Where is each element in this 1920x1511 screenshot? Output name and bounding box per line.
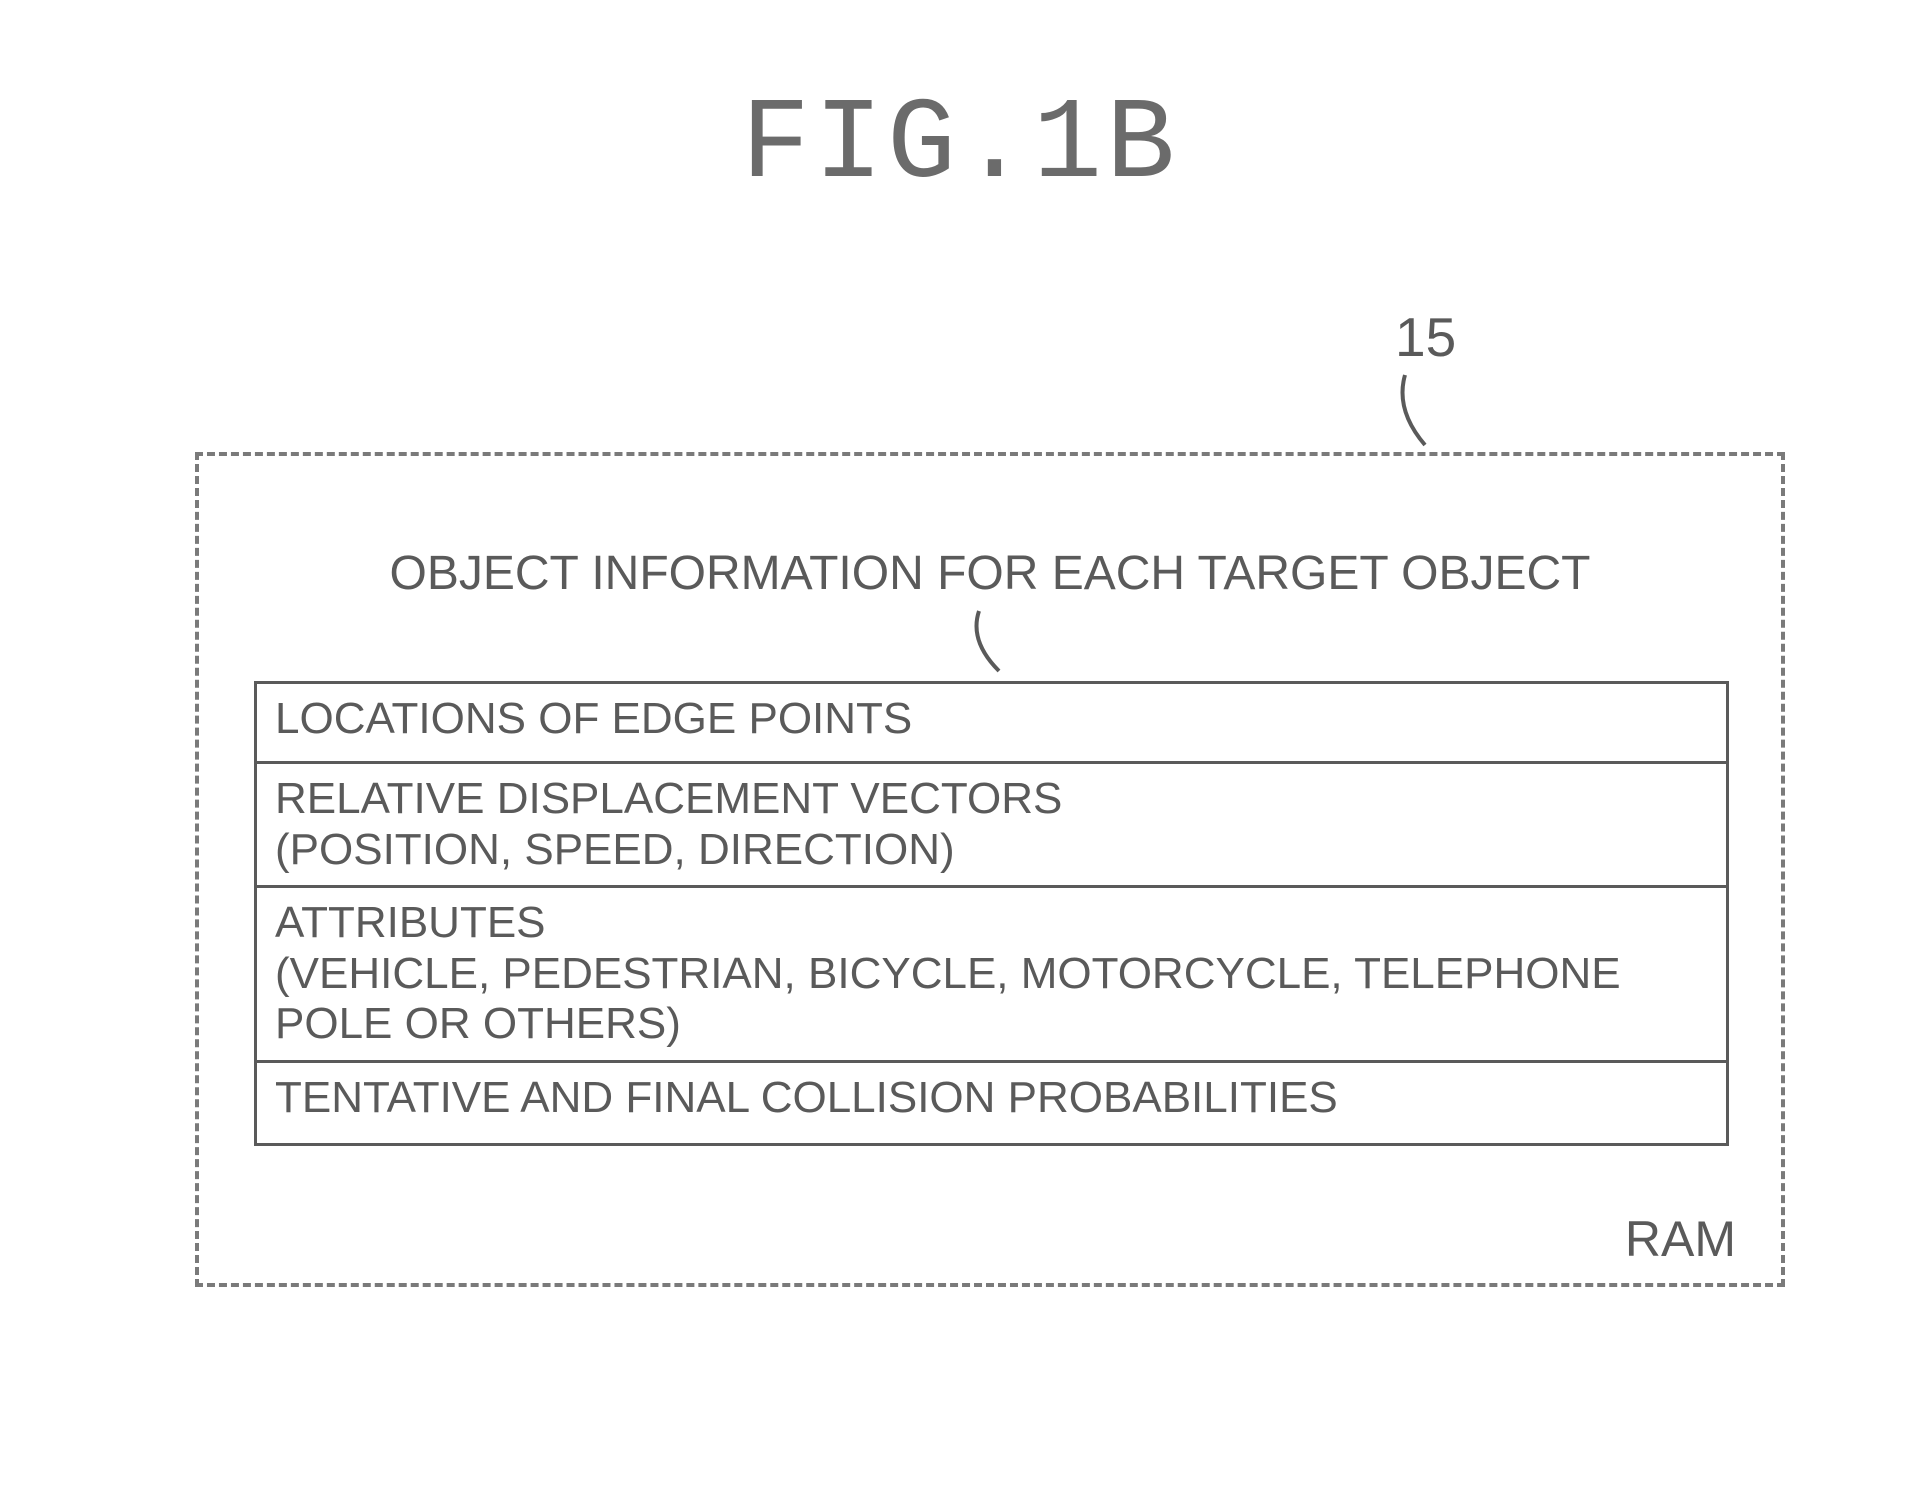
reference-leader-curve	[1395, 370, 1455, 450]
table-row: ATTRIBUTES(VEHICLE, PEDESTRIAN, BICYCLE,…	[257, 888, 1726, 1063]
table-row: RELATIVE DISPLACEMENT VECTORS(POSITION, …	[257, 764, 1726, 888]
ram-box: OBJECT INFORMATION FOR EACH TARGET OBJEC…	[195, 452, 1785, 1287]
table-row: LOCATIONS OF EDGE POINTS	[257, 684, 1726, 764]
object-info-caption: OBJECT INFORMATION FOR EACH TARGET OBJEC…	[199, 546, 1781, 601]
table-row: TENTATIVE AND FINAL COLLISION PROBABILIT…	[257, 1063, 1726, 1143]
ram-label: RAM	[1625, 1210, 1736, 1268]
figure-title: FIG.1B	[0, 80, 1920, 211]
caption-leader-curve	[969, 606, 1029, 676]
object-info-table: LOCATIONS OF EDGE POINTS RELATIVE DISPLA…	[254, 681, 1729, 1146]
reference-number-15: 15	[1395, 305, 1456, 369]
